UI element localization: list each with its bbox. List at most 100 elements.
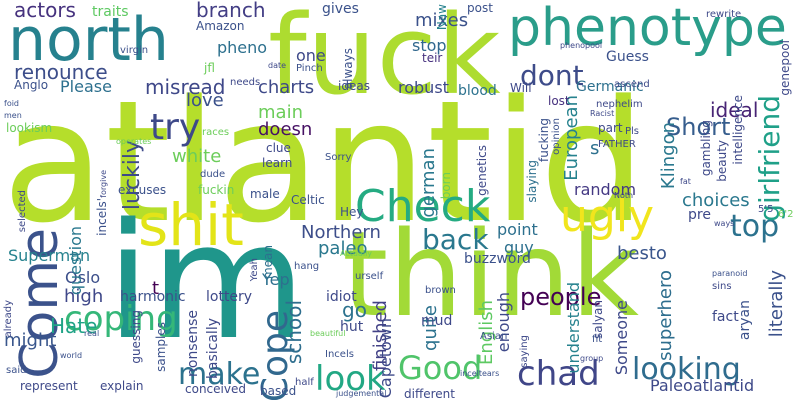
word-chad: chad [517, 354, 600, 394]
word-different: different [404, 387, 455, 400]
word-idiot: idiot [326, 289, 357, 305]
word-buzzword: buzzword [464, 251, 531, 267]
word-beauty: beauty [715, 140, 729, 182]
word-try: try [150, 107, 201, 148]
word-northern: Northern [301, 222, 381, 243]
word-fucking: fucking [537, 118, 551, 162]
word-men: men [4, 111, 22, 120]
word-someone: Someone [612, 300, 631, 376]
word-white: white [172, 146, 222, 167]
word-dont: dont [520, 59, 584, 92]
word-represent: represent [20, 379, 78, 393]
word-guessing: guessing [129, 310, 143, 364]
word-looking: looking [632, 352, 741, 387]
word-north: north [8, 5, 169, 75]
word-hang: hang [294, 261, 320, 272]
word-main: main [258, 102, 303, 123]
word-world: world [60, 351, 83, 360]
word-choices: choices [682, 190, 750, 211]
word-celtic: Celtic [291, 193, 325, 207]
word-harmonic: harmonic [120, 289, 186, 305]
word-samples: samples [154, 322, 168, 372]
word-oslo: Oslo [65, 268, 101, 287]
word-aryan: aryan [737, 300, 753, 341]
word-virgin: virgin [120, 45, 149, 56]
word-germanic: Germanic [576, 79, 644, 95]
word-im: im [106, 188, 307, 375]
word-amazon: Amazon [196, 19, 245, 33]
word-clue: clue [266, 141, 291, 155]
word-yeah: Yeah [249, 258, 260, 282]
word-mixes: mixes [415, 10, 469, 31]
word-hut: hut [340, 319, 364, 335]
word-stop: stop [412, 36, 447, 55]
word-fat: fat [680, 177, 691, 186]
word-besto: besto [617, 243, 667, 264]
word-urself: urself [355, 271, 384, 282]
word-misread: misread [145, 75, 226, 99]
word-part: part [598, 121, 623, 135]
word-real: real [84, 329, 100, 338]
word-conceived: conceived [185, 382, 246, 396]
word-genepool: genepool [778, 40, 792, 96]
word-judgemental: judgemental [336, 389, 387, 398]
word-asian: Asian [480, 331, 508, 342]
word-actually: Actually [340, 249, 373, 258]
word-check: Check [355, 181, 491, 232]
word-guy: guy [504, 238, 534, 257]
word-superhero: superhero [655, 270, 676, 361]
word-girlfriend: girlfriend [753, 95, 786, 222]
word-people: people [520, 283, 602, 311]
word-forgive: forgive [99, 170, 108, 198]
word-half: half [295, 377, 314, 388]
word-sins: sins [712, 281, 732, 292]
word-random: random [574, 180, 637, 199]
word-races: races [202, 127, 230, 138]
word-ideas: ideas [338, 79, 370, 93]
word-group: group [580, 354, 604, 363]
word-pheno: pheno [217, 38, 268, 57]
word-fuckin: fuckin [198, 183, 235, 197]
word-dude: dude [200, 169, 226, 180]
word-father: FATHER [598, 139, 636, 150]
word-pinch: Pinch [296, 63, 323, 74]
word-inceltears: inceltears [460, 369, 500, 378]
word-saying: saying [519, 335, 530, 368]
word-needs: needs [230, 77, 261, 88]
word-mud: mud [421, 313, 453, 329]
word-brown: brown [425, 285, 456, 296]
word-operates: operates [116, 137, 152, 146]
word-renounce: renounce [14, 60, 108, 84]
word-opinion: opinion [551, 118, 562, 155]
word-nephelim: nephelim [596, 99, 643, 110]
word-enough: enough [494, 292, 513, 353]
word-post: post [467, 1, 493, 15]
word-please: Please [60, 77, 112, 96]
word-atlantid: atlantid [2, 64, 647, 260]
word-always: always [341, 48, 355, 90]
word-hey: Hey [340, 205, 364, 219]
word-anglo: Anglo [14, 78, 49, 92]
word-fit: fit [592, 334, 603, 345]
word-charts: charts [258, 77, 315, 98]
word-superman: Superman [8, 246, 91, 265]
word-t: t [152, 278, 160, 299]
word-teir: teir [422, 51, 443, 65]
word-high: high [64, 286, 104, 307]
word-ascend: ascend [614, 79, 650, 90]
word-yep: Yep [262, 270, 290, 289]
word-beautiful: beautiful [310, 329, 346, 338]
word-6ft2: 6'2 [778, 209, 794, 220]
word-male: male [250, 187, 280, 201]
word-paleoatlantid: Paleoatlantid [650, 376, 755, 395]
word-excuses: excuses [118, 183, 167, 197]
word-coping: coping [64, 299, 178, 339]
word-incels-apostrophe: incels' [95, 198, 109, 236]
word-racist: Racist [590, 109, 615, 118]
word-noth: Noth [614, 191, 634, 200]
word-ways: ways [714, 219, 735, 228]
word-explain: explain [100, 379, 144, 393]
word-guess: Guess [606, 49, 649, 65]
word-gambling: gambling [699, 120, 713, 177]
word-one: one [296, 46, 326, 65]
